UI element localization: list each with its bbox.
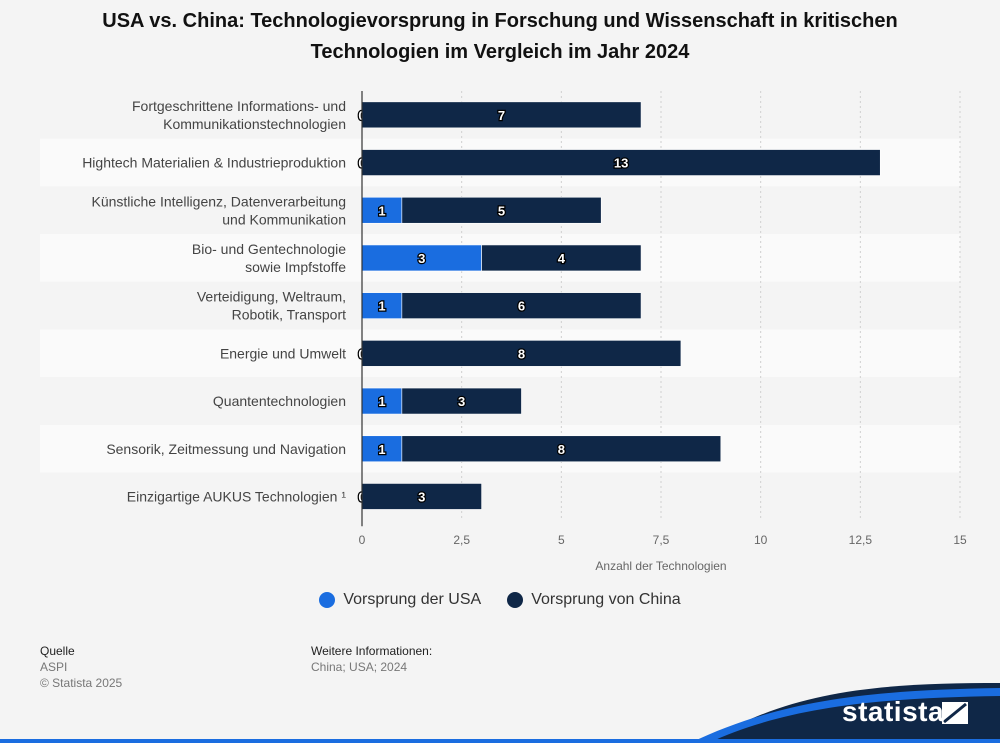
source-label: Quelle (40, 644, 75, 658)
data-label: 1 (378, 442, 385, 457)
bar-china (401, 196, 602, 224)
x-tick-label: 2,5 (453, 533, 470, 547)
category-label: Hightech Materialien & Industrieprodukti… (82, 155, 346, 171)
more-info-label: Weitere Informationen: (311, 644, 433, 658)
chart-title: USA vs. China: Technologievorsprung in F… (40, 6, 960, 68)
category-label: Verteidigung, Weltraum, Robotik, Transpor… (197, 289, 346, 323)
bar-china (361, 483, 482, 510)
x-tick-label: 7,5 (653, 533, 670, 547)
data-label: 13 (614, 156, 628, 171)
data-label: 8 (518, 346, 525, 361)
category-label: Quantentechnologien (213, 393, 346, 409)
legend-dot-usa (319, 592, 336, 608)
x-tick-label: 15 (953, 533, 967, 547)
x-tick-label: 5 (558, 533, 565, 547)
bar-usa (361, 196, 403, 224)
category-label: Sensorik, Zeitmessung und Navigation (106, 441, 346, 457)
more-info-value: China; USA; 2024 (311, 660, 408, 674)
bar-usa (361, 292, 403, 319)
row-stripe (40, 472, 960, 521)
legend-label-china: Vorsprung von China (531, 591, 681, 608)
bar-china (361, 340, 682, 367)
data-label: 6 (518, 299, 525, 314)
data-label: 8 (558, 442, 565, 457)
bar-chart: 0 7 Fortgeschrittene Informations- undKomm… (40, 91, 967, 573)
bar-china (401, 435, 722, 463)
bar-china (401, 387, 522, 415)
category-label: Einzigartige AUKUS Technologien ¹ (127, 488, 347, 504)
x-tick-label: 12,5 (849, 533, 873, 547)
data-label: 5 (498, 203, 505, 218)
statista-logo-icon (942, 702, 968, 724)
x-axis-title: Anzahl der Technologien (595, 559, 726, 573)
category-label: Künstliche Intelligenz, Datenverarbeitun… (92, 193, 347, 227)
legend-label-usa: Vorsprung der USA (343, 591, 482, 608)
more-info-block: Weitere Informationen: China; USA; 2024 (311, 643, 432, 675)
data-label: 3 (418, 489, 425, 504)
data-label: 3 (458, 394, 465, 409)
data-label: 1 (378, 394, 385, 409)
x-tick-label: 0 (359, 533, 366, 547)
bar-usa (361, 244, 482, 272)
bar-usa (361, 435, 403, 463)
category-label: Fortgeschrittene Informations- und Kommun… (132, 98, 346, 132)
copyright-text: © Statista 2025 (40, 676, 123, 690)
title-line-1: USA vs. China: Technologievorsprung in F… (102, 10, 898, 32)
source-link[interactable]: ASPI (40, 660, 68, 674)
bar-china (481, 244, 642, 272)
legend-item-china[interactable]: Vorsprung von China (507, 591, 681, 609)
data-label: 4 (558, 251, 566, 266)
legend-item-usa[interactable]: Vorsprung der USA (319, 591, 481, 609)
statista-logo[interactable]: statista (842, 696, 945, 727)
source-block: Quelle ASPI © Statista 2025 (40, 643, 122, 691)
category-label: Energie und Umwelt (220, 345, 346, 361)
legend-dot-china (507, 592, 524, 608)
title-line-2: Technologien im Vergleich im Jahr 2024 (310, 41, 690, 63)
legend: Vorsprung der USA Vorsprung von China (0, 591, 1000, 609)
bar-china (401, 292, 642, 319)
data-label: 1 (378, 203, 385, 218)
data-label: 3 (418, 251, 425, 266)
data-label: 7 (498, 108, 505, 123)
bar-usa (361, 387, 403, 415)
category-label: Bio- und Gentechnologie sowie Impfstoffe (192, 241, 346, 275)
x-tick-label: 10 (754, 533, 768, 547)
bar-china (361, 149, 881, 176)
data-label: 1 (378, 299, 385, 314)
bar-china (361, 101, 642, 129)
